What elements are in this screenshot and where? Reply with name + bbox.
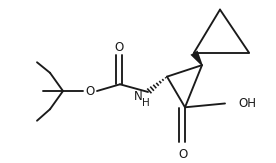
Text: O: O bbox=[85, 84, 95, 97]
Text: O: O bbox=[178, 148, 188, 162]
Text: O: O bbox=[114, 41, 124, 54]
Text: N: N bbox=[134, 90, 142, 103]
Text: H: H bbox=[142, 98, 150, 108]
Text: OH: OH bbox=[238, 97, 256, 110]
Polygon shape bbox=[190, 51, 203, 66]
